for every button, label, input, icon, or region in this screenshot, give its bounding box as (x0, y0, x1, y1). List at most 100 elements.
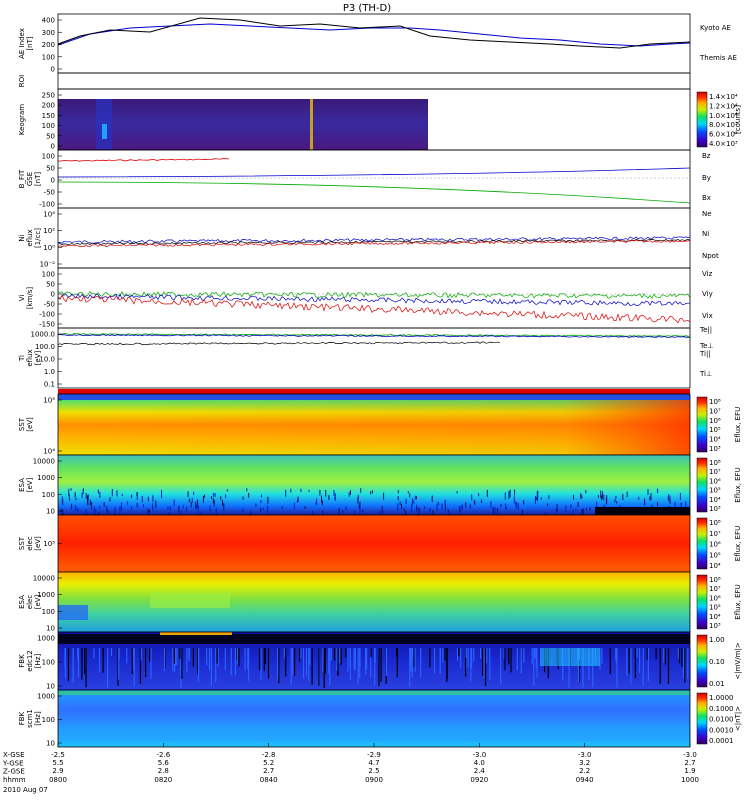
panel-frame (57, 267, 691, 329)
fbk-stripe (333, 648, 336, 661)
fbk-stripe (173, 648, 175, 664)
fbk-stripe (592, 648, 594, 687)
noise-pixel (601, 495, 603, 501)
fbk-stripe (299, 648, 301, 662)
noise-pixel (359, 507, 361, 512)
fbk-stripe (72, 648, 74, 683)
noise-pixel (149, 509, 150, 513)
fbk-stripe (224, 648, 226, 671)
y-axis-label: [1/cc] (34, 228, 42, 248)
y-tick-label: 250 (42, 92, 55, 100)
fbk-stripe (634, 648, 636, 679)
y-axis-label: SST (18, 536, 26, 550)
fbk-stripe (259, 648, 261, 671)
noise-pixel (657, 488, 659, 494)
noise-pixel (225, 494, 227, 498)
colorbar-tick-label: 10⁷ (709, 468, 721, 476)
colorbar-tick-label: 1.4×10⁴ (709, 93, 738, 101)
fbk-stripe (396, 648, 398, 667)
legend-label: Te|| (699, 326, 712, 334)
y-tick-label: -150 (39, 321, 55, 329)
x-tick-label: 2.5 (368, 767, 379, 775)
noise-pixel (513, 496, 515, 504)
noise-pixel (500, 504, 502, 508)
noise-pixel (469, 504, 471, 509)
y-axis-label: eflux (26, 349, 34, 366)
y-axis-label: AE Index (18, 28, 26, 59)
fbk-stripe (336, 648, 338, 672)
y-tick-label: 100 (42, 491, 55, 499)
y-axis-label: [nT] (34, 172, 42, 186)
y-tick-label: -100 (39, 201, 55, 209)
fbk-stripe (465, 648, 467, 677)
fbk-stripe (483, 648, 485, 678)
noise-pixel (180, 510, 182, 518)
noise-pixel (167, 506, 169, 510)
y-axis-label: edc12 (26, 650, 34, 672)
fbk-stripe (216, 648, 218, 664)
fbk-stripe (385, 648, 387, 677)
x-tick-label: 0840 (260, 776, 278, 784)
noise-pixel (474, 501, 476, 505)
fbk-stripe (520, 648, 522, 674)
fbk-stripe (84, 648, 86, 675)
noise-pixel (345, 506, 347, 511)
mid-patch (150, 593, 230, 608)
fbk-stripe (353, 648, 355, 670)
noise-pixel (212, 497, 214, 504)
noise-pixel (213, 499, 215, 507)
panel-frame (57, 149, 691, 209)
fbk-stripe (609, 648, 611, 675)
colorbar-tick-label: 0.01 (709, 680, 725, 688)
noise-pixel (669, 498, 671, 504)
fbk-stripe (174, 648, 177, 666)
noise-pixel (141, 495, 143, 503)
noise-pixel (371, 490, 373, 494)
noise-pixel (304, 506, 306, 509)
fbk-stripe (176, 648, 178, 665)
ae-themis-line (57, 17, 691, 49)
y-tick-label: 50 (46, 165, 55, 173)
y-axis-label: elec (26, 595, 34, 610)
panel-frame (57, 327, 691, 389)
noise-pixel (456, 491, 458, 494)
fbk-stripe (267, 648, 270, 679)
legend-label: Vix (702, 312, 713, 320)
fbk-stripe (305, 648, 308, 676)
fbk-stripe (659, 648, 661, 684)
y-tick-label: 100 (42, 153, 55, 161)
fbk-stripe (471, 648, 473, 669)
spectrogram-image (58, 455, 690, 515)
noise-pixel (537, 490, 539, 498)
y-tick-label: 200 (42, 41, 55, 49)
colorbar-unit: Eflux, EFU (734, 467, 742, 502)
y-axis-label: [Hz] (34, 654, 42, 669)
fbk-stripe (465, 648, 467, 658)
noise-pixel (622, 493, 624, 500)
fbk-stripe (93, 648, 95, 659)
y-axis-label: Ti (18, 355, 26, 362)
noise-pixel (85, 509, 87, 518)
y-tick-label: -100 (39, 311, 55, 319)
noise-pixel (190, 502, 192, 508)
y-tick-label: 1000 (37, 591, 55, 599)
fbk-stripe (260, 648, 262, 680)
noise-pixel (210, 496, 212, 499)
noise-pixel (414, 495, 416, 500)
fbk-stripe (145, 648, 147, 677)
noise-pixel (603, 494, 605, 501)
x-axis-label: X-GSE (3, 751, 25, 759)
colorbar-tick-label: 10³ (709, 622, 721, 630)
ni-line (57, 238, 691, 246)
colorbar-tick-label: 10³ (709, 505, 721, 513)
fbk-stripe (489, 648, 491, 680)
noise-pixel (651, 504, 653, 508)
noise-pixel (321, 495, 322, 503)
x-tick-label: -3.0 (578, 751, 592, 759)
fbk-stripe (646, 648, 648, 660)
colorbar (696, 634, 708, 688)
noise-pixel (74, 492, 76, 498)
fbk-stripe (149, 648, 151, 662)
fbk-stripe (504, 648, 506, 671)
noise-pixel (121, 493, 123, 497)
